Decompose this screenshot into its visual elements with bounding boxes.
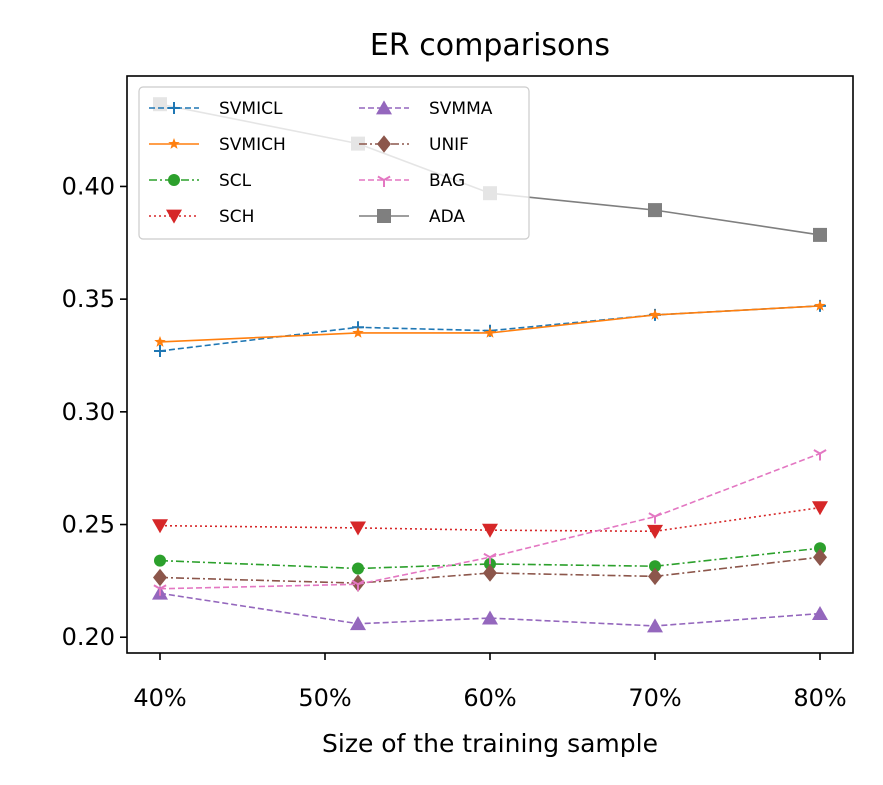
legend-label-svmma: SVMMA xyxy=(429,99,493,119)
data-point-scl-4 xyxy=(649,560,661,573)
y-tick-label: 0.25 xyxy=(62,511,115,539)
data-point-scl-1 xyxy=(154,554,166,567)
series-line-bag xyxy=(159,452,821,590)
legend: SVMICL SVMICH SCL SCH SVMMA UNIF BAG ADA xyxy=(138,86,530,240)
data-point-sch-2 xyxy=(350,521,366,536)
legend-box xyxy=(138,86,530,240)
legend-item-svmma: SVMMA xyxy=(359,99,493,119)
legend-marker-scl xyxy=(168,174,180,186)
legend-label-unif: UNIF xyxy=(429,135,469,155)
legend-marker-sch xyxy=(166,209,182,224)
legend-label-scl: SCL xyxy=(219,171,252,191)
data-point-sch-5 xyxy=(812,501,828,516)
data-point-unif-1 xyxy=(153,568,167,587)
data-point-svmich-5 xyxy=(814,299,826,311)
legend-label-svmicl: SVMICL xyxy=(219,99,283,119)
data-point-svmicl-1 xyxy=(154,344,166,357)
data-point-svmich-4 xyxy=(649,308,661,320)
y-tick-label: 0.35 xyxy=(62,285,115,313)
legend-marker-svmicl xyxy=(168,102,180,114)
legend-item-sch: SCH xyxy=(149,207,254,227)
x-axis-title: Size of the training sample xyxy=(322,729,658,758)
data-point-svmma-4 xyxy=(647,618,663,633)
data-point-unif-3 xyxy=(483,564,497,582)
data-point-bag-1 xyxy=(153,584,167,596)
legend-item-svmich: SVMICH xyxy=(149,135,286,155)
y-tick-label: 0.20 xyxy=(62,623,115,651)
legend-label-sch: SCH xyxy=(219,207,254,227)
x-tick-label: 50% xyxy=(298,684,351,712)
y-tick-label: 0.30 xyxy=(62,398,115,426)
data-point-bag-2 xyxy=(351,579,365,592)
legend-item-unif: UNIF xyxy=(359,135,469,155)
series-svmich xyxy=(154,299,826,347)
x-tick-label: 80% xyxy=(793,684,846,712)
data-point-ada-4 xyxy=(648,203,662,218)
series-scl xyxy=(154,542,826,575)
chart-title: ER comparisons xyxy=(370,28,610,63)
data-point-sch-1 xyxy=(152,519,168,534)
legend-marker-svmich xyxy=(168,138,180,149)
legend-item-bag: BAG xyxy=(359,171,465,191)
data-point-svmma-3 xyxy=(482,610,498,625)
data-point-unif-5 xyxy=(813,548,827,566)
data-point-svmich-3 xyxy=(484,326,496,338)
series-line-unif xyxy=(159,556,821,584)
legend-marker-bag xyxy=(377,175,391,187)
y-tick-label: 0.40 xyxy=(62,172,115,200)
data-point-svmich-1 xyxy=(154,335,166,347)
series-unif xyxy=(153,548,827,592)
series-line-scl xyxy=(159,547,821,570)
legend-marker-svmma xyxy=(376,100,392,115)
data-point-bag-3 xyxy=(483,552,497,565)
series-svmma xyxy=(152,585,828,633)
series-line-svmma xyxy=(159,592,821,627)
legend-item-scl: SCL xyxy=(149,171,252,191)
data-point-scl-5 xyxy=(814,542,826,555)
legend-marker-unif xyxy=(377,135,391,153)
legend-item-svmicl: SVMICL xyxy=(149,99,283,119)
x-tick-label: 70% xyxy=(628,684,681,712)
axes: 40% 50% 60% 70% 80% 0.20 0.25 0.30 0.35 0.40 xyxy=(62,75,854,712)
legend-item-ada: ADA xyxy=(359,207,465,227)
data-point-sch-4 xyxy=(647,524,663,539)
legend-label-svmich: SVMICH xyxy=(219,135,286,155)
legend-marker-ada xyxy=(377,209,391,223)
legend-label-ada: ADA xyxy=(429,207,465,227)
data-point-bag-5 xyxy=(813,449,827,461)
data-point-svmich-2 xyxy=(352,326,364,338)
legend-label-bag: BAG xyxy=(429,171,465,191)
data-point-ada-5 xyxy=(813,227,827,242)
data-point-svmma-2 xyxy=(350,616,366,631)
data-point-unif-4 xyxy=(648,567,662,586)
data-point-scl-2 xyxy=(352,562,364,575)
data-point-svmma-5 xyxy=(812,605,828,620)
series-sch xyxy=(152,501,828,539)
series-bag xyxy=(153,449,827,596)
x-tick-label: 60% xyxy=(463,684,516,712)
x-tick-label: 40% xyxy=(133,684,186,712)
data-point-sch-3 xyxy=(482,523,498,538)
data-point-bag-4 xyxy=(648,512,662,524)
